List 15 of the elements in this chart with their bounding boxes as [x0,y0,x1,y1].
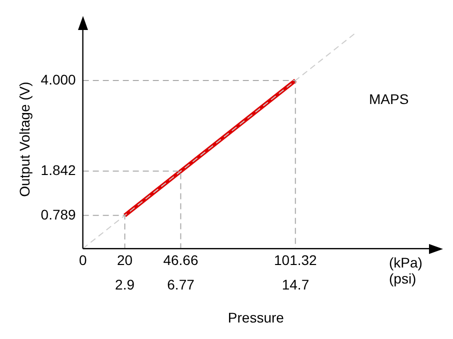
y-tick-label: 4.000 [40,71,76,88]
y-axis-title: Output Voltage (V) [16,82,32,197]
x-tick-label: 20 [117,252,133,268]
x-tick-label: 46.66 [163,252,198,268]
text: (psi) [389,270,416,286]
x2-tick-label: 14.7 [282,276,310,293]
x-axis-title: Pressure [228,309,284,326]
x2-tick-label: 6.77 [167,276,195,293]
x-tick-label: 101.32 [274,252,318,268]
text: (kPa) [389,254,422,270]
x2-tick-label: 2.9 [115,276,135,293]
y-tick-label: 0.789 [40,206,76,222]
annotation: MAPS [369,90,409,107]
x-tick-label: 0 [78,252,87,268]
y-tick-label: 1.842 [40,162,76,178]
